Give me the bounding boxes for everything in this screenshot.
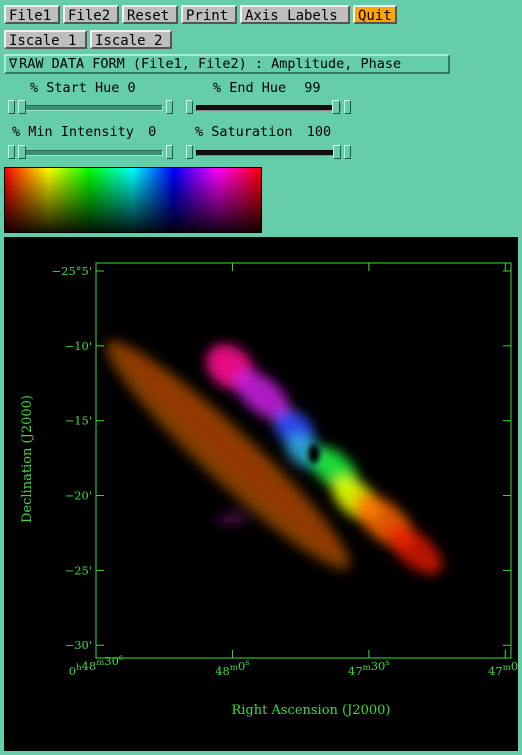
dec-tick-label: −15'	[65, 414, 92, 428]
image-plot-panel[interactable]: 0h48m30s48m0s47m30s47m0s −25°5'−10'−15'−…	[4, 237, 518, 751]
saturation-value: 100	[307, 124, 331, 140]
dec-tick-label: −10'	[65, 339, 92, 353]
hue-intensity-colorbar	[4, 167, 262, 233]
galaxy-emission	[90, 323, 451, 586]
dec-tick-label: −20'	[65, 489, 92, 503]
min-intensity-label: % Min Intensity 0	[12, 124, 156, 140]
slider-left-cap	[8, 145, 15, 159]
axis-labels-button[interactable]: Axis Labels	[240, 5, 350, 24]
y-axis-title: Declination (J2000)	[20, 395, 35, 523]
slider-trough	[196, 105, 341, 111]
form-option-label: RAW DATA FORM (File1, File2) : Amplitude…	[19, 56, 401, 72]
ra-tick-label: 48m0s	[215, 658, 249, 678]
print-button[interactable]: Print	[181, 5, 237, 24]
ra-tick-label: 47m30s	[348, 658, 390, 678]
file2-button[interactable]: File2	[63, 5, 119, 24]
ra-axis-ticks: 0h48m30s48m0s47m30s47m0s	[69, 263, 518, 678]
slider-right-cap	[166, 145, 173, 159]
slider-right-cap	[344, 100, 351, 114]
min-intensity-slider[interactable]	[8, 145, 173, 159]
file1-button[interactable]: File1	[4, 5, 60, 24]
central-dark-spot	[308, 444, 320, 464]
slider-trough	[196, 150, 341, 156]
dec-axis-ticks: −25°5' −10' −15' −20' −25' −30'	[52, 264, 512, 652]
slider-left-cap	[8, 100, 15, 114]
ra-tick-label: 47m0s	[488, 658, 518, 678]
slider-trough	[18, 105, 163, 111]
slider-right-cap	[166, 100, 173, 114]
start-hue-slider[interactable]	[8, 100, 173, 114]
iscale1-button[interactable]: Iscale 1	[4, 30, 87, 49]
slider-left-cap	[186, 100, 193, 114]
iscale2-button[interactable]: Iscale 2	[90, 30, 172, 49]
dec-tick-label: −25°5'	[52, 264, 93, 278]
quit-button[interactable]: Quit	[353, 5, 397, 24]
end-hue-value: 99	[304, 80, 320, 96]
slider-thumb[interactable]	[18, 100, 26, 114]
slider-left-cap	[186, 145, 193, 159]
start-hue-value: 0	[128, 80, 136, 96]
slider-thumb[interactable]	[18, 145, 26, 159]
dec-tick-label: −30'	[65, 638, 92, 652]
dec-tick-label: −25'	[65, 563, 92, 577]
end-hue-slider[interactable]	[186, 100, 351, 114]
image-plot: 0h48m30s48m0s47m30s47m0s −25°5'−10'−15'−…	[4, 237, 518, 751]
end-hue-label: % End Hue 99	[213, 80, 321, 96]
slider-right-cap	[344, 145, 351, 159]
saturation-slider[interactable]	[186, 145, 351, 159]
slider-trough	[18, 150, 163, 156]
dropdown-arrow-icon: ∇	[9, 56, 17, 72]
x-axis-title: Right Ascension (J2000)	[231, 703, 390, 718]
start-hue-label: % Start Hue 0	[30, 80, 136, 96]
saturation-label: % Saturation 100	[195, 124, 331, 140]
form-option-menu[interactable]: ∇ RAW DATA FORM (File1, File2) : Amplitud…	[4, 54, 450, 74]
reset-button[interactable]: Reset	[122, 5, 178, 24]
slider-thumb[interactable]	[333, 145, 341, 159]
slider-thumb[interactable]	[332, 100, 340, 114]
min-intensity-value: 0	[148, 124, 156, 140]
